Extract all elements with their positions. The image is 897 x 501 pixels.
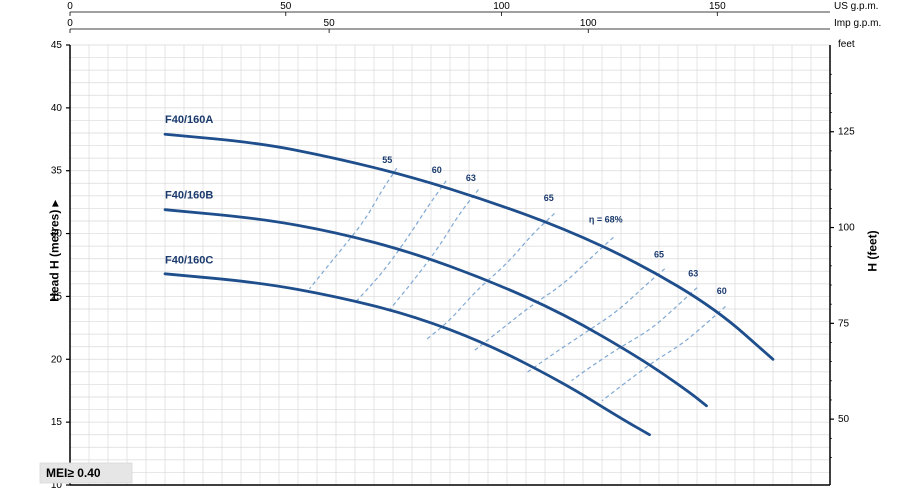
iso-efficiency-label: 65 — [654, 249, 664, 259]
pump-curve-label: F40/160A — [165, 114, 213, 126]
iso-efficiency-label: 63 — [688, 268, 698, 278]
x-top-us-tick: 50 — [280, 1, 292, 12]
iso-efficiency-label: 55 — [382, 155, 392, 165]
iso-efficiency-label: 60 — [717, 286, 727, 296]
iso-efficiency-label: 65 — [544, 193, 554, 203]
pump-curve-label: F40/160C — [165, 255, 213, 267]
y-right-tick: 50 — [838, 414, 850, 425]
x-top-imp-tick: 100 — [580, 18, 597, 29]
y-left-tick: 25 — [51, 291, 63, 302]
mei-label: MEI≥ 0.40 — [46, 466, 101, 480]
x-top-imp-unit: Imp g.p.m. — [834, 18, 881, 29]
x-top-us-tick: 0 — [67, 1, 73, 12]
y-right-tick: 125 — [838, 127, 855, 138]
y-right-unit: feet — [838, 39, 855, 50]
iso-efficiency-label: η = 68% — [589, 214, 623, 224]
y-right-tick: 75 — [838, 318, 850, 329]
y-left-tick: 20 — [51, 354, 63, 365]
y-left-tick: 30 — [51, 229, 63, 240]
pump-curve-label: F40/160B — [165, 189, 213, 201]
x-top-imp-tick: 50 — [324, 18, 336, 29]
pump-curve-chart: 1015202530354045050100150US g.p.m.050100… — [0, 0, 897, 501]
iso-efficiency-label: 60 — [432, 165, 442, 175]
x-top-us-tick: 100 — [493, 1, 510, 12]
y-left-tick: 40 — [51, 103, 63, 114]
iso-efficiency-label: 63 — [466, 173, 476, 183]
x-top-us-tick: 150 — [709, 1, 726, 12]
y-left-tick: 15 — [51, 417, 63, 428]
x-top-imp-tick: 0 — [67, 18, 73, 29]
y-left-tick: 45 — [51, 40, 63, 51]
y-right-tick: 100 — [838, 223, 855, 234]
y-left-tick: 35 — [51, 166, 63, 177]
x-top-us-unit: US g.p.m. — [834, 1, 878, 12]
